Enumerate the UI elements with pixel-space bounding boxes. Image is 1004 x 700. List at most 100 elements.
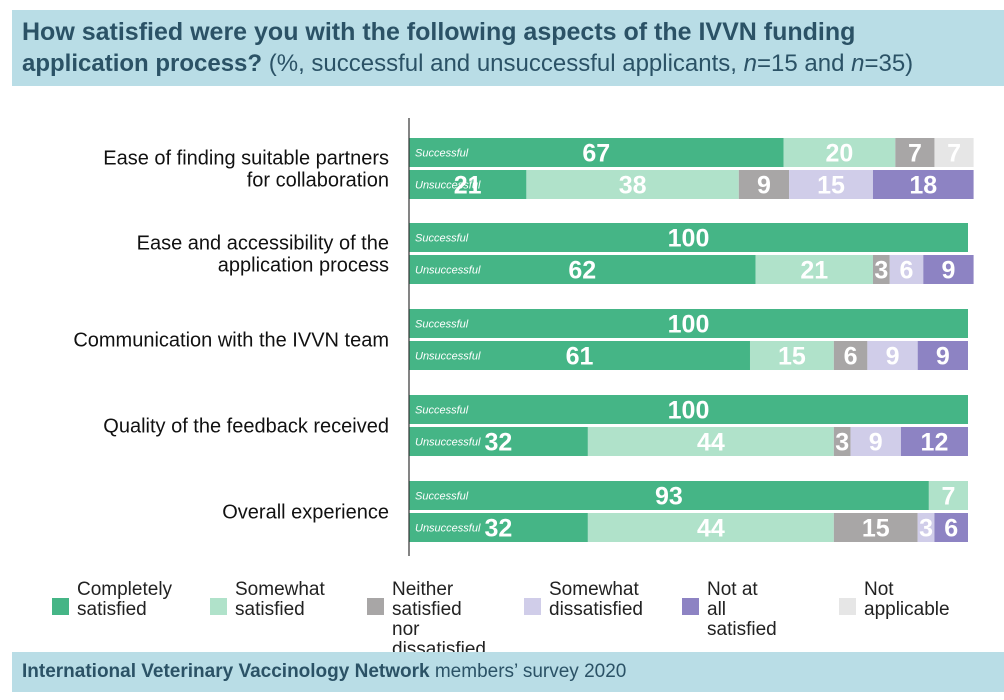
- data-label: 21: [454, 172, 482, 200]
- legend-label: Somewhat dissatisfied: [549, 579, 643, 620]
- data-label: 9: [936, 343, 950, 371]
- category-label: Quality of the feedback received: [103, 416, 389, 438]
- data-label: 6: [900, 257, 914, 285]
- group-label: Successful: [415, 405, 469, 417]
- data-label: 32: [485, 515, 513, 543]
- legend-swatch: [52, 598, 69, 615]
- title-banner: How satisfied were you with the followin…: [12, 10, 1004, 86]
- data-label: 3: [919, 515, 933, 543]
- data-label: 32: [485, 429, 513, 457]
- category-label: Ease of finding suitable partners: [103, 148, 389, 170]
- group-label: Successful: [415, 319, 469, 331]
- bar-segment: [923, 255, 974, 284]
- title-bold: application process?: [22, 50, 263, 77]
- legend-label: Neither satisfied nor dissatisfied: [392, 579, 486, 660]
- bar-segment: [895, 138, 935, 167]
- data-label: 7: [947, 140, 961, 168]
- title-subtitle: (%, successful and unsuccessful applican…: [262, 50, 744, 77]
- data-label: 38: [619, 172, 647, 200]
- bar-segment: [833, 341, 868, 370]
- data-label: 100: [668, 225, 710, 253]
- data-label: 15: [778, 343, 806, 371]
- data-label: 3: [874, 257, 888, 285]
- data-label: 93: [655, 483, 683, 511]
- data-label: 21: [800, 257, 828, 285]
- title-line-2: application process? (%, successful and …: [22, 48, 994, 80]
- data-label: 9: [757, 172, 771, 200]
- bar-segment: [872, 170, 974, 199]
- bar-segment: [917, 513, 935, 542]
- bar-segment: [749, 341, 834, 370]
- group-label: Unsuccessful: [415, 437, 481, 449]
- bar-segment: [409, 170, 527, 199]
- bar-segment: [409, 341, 750, 370]
- bar-segment: [872, 255, 890, 284]
- bar-segment: [587, 427, 834, 456]
- bar-segment: [889, 255, 924, 284]
- legend-label: Not applicable: [864, 579, 950, 620]
- group-label: Successful: [415, 233, 469, 245]
- data-label: 9: [869, 429, 883, 457]
- bar-segment: [783, 138, 896, 167]
- data-label: 100: [668, 311, 710, 339]
- legend-swatch: [682, 598, 699, 615]
- group-label: Successful: [415, 148, 469, 160]
- data-label: 18: [909, 172, 937, 200]
- bar-segment: [409, 513, 588, 542]
- data-label: 7: [908, 140, 922, 168]
- data-label: 62: [568, 257, 596, 285]
- data-label: 20: [826, 140, 854, 168]
- legend-swatch: [210, 598, 227, 615]
- n-label-2: n: [851, 50, 865, 77]
- data-label: 44: [697, 515, 725, 543]
- legend-swatch: [367, 598, 384, 615]
- group-label: Successful: [415, 491, 469, 503]
- bar-segment: [789, 170, 873, 199]
- legend: Completely satisfied Somewhat satisfied Neit…: [0, 579, 1004, 660]
- data-label: 100: [668, 397, 710, 425]
- bar-segment: [867, 341, 918, 370]
- data-label: 7: [941, 483, 955, 511]
- bar-segment: [833, 513, 918, 542]
- bar-segment: [587, 513, 834, 542]
- category-label: Overall experience: [222, 502, 389, 524]
- category-label: for collaboration: [247, 170, 389, 192]
- footer-banner: International Veterinary Vaccinology Net…: [12, 652, 1004, 692]
- data-label: 9: [941, 257, 955, 285]
- bar-segment: [928, 481, 968, 510]
- category-label: Ease and accessibility of the: [137, 233, 389, 255]
- data-label: 15: [817, 172, 845, 200]
- n-value-2: =35): [864, 50, 914, 77]
- group-label: Unsuccessful: [415, 265, 481, 277]
- legend-swatch: [524, 598, 541, 615]
- bar-segment: [409, 395, 968, 424]
- bar-segment: [409, 223, 968, 252]
- data-label: 15: [862, 515, 890, 543]
- category-label: application process: [218, 255, 389, 277]
- data-label: 3: [835, 429, 849, 457]
- group-label: Unsuccessful: [415, 351, 481, 363]
- footer-org: International Veterinary Vaccinology Net…: [22, 661, 430, 682]
- bar-segment: [526, 170, 739, 199]
- bar-segment: [934, 138, 974, 167]
- data-label: 61: [566, 343, 594, 371]
- bar-segment: [833, 427, 851, 456]
- bar-segment: [934, 513, 968, 542]
- data-label: 12: [921, 429, 949, 457]
- legend-swatch: [839, 598, 856, 615]
- bar-segment: [850, 427, 901, 456]
- bar-segment: [409, 309, 968, 338]
- bar-segment: [900, 427, 968, 456]
- data-label: 6: [944, 515, 958, 543]
- bar-segment: [409, 481, 929, 510]
- bar-segment: [409, 138, 784, 167]
- legend-label: Somewhat satisfied: [235, 579, 325, 620]
- bar-segment: [755, 255, 873, 284]
- data-label: 9: [886, 343, 900, 371]
- bar-segment: [738, 170, 790, 199]
- bar-segment: [917, 341, 968, 370]
- data-label: 67: [582, 140, 610, 168]
- data-label: 44: [697, 429, 725, 457]
- bar-segment: [409, 255, 756, 284]
- category-label: Communication with the IVVN team: [73, 330, 389, 352]
